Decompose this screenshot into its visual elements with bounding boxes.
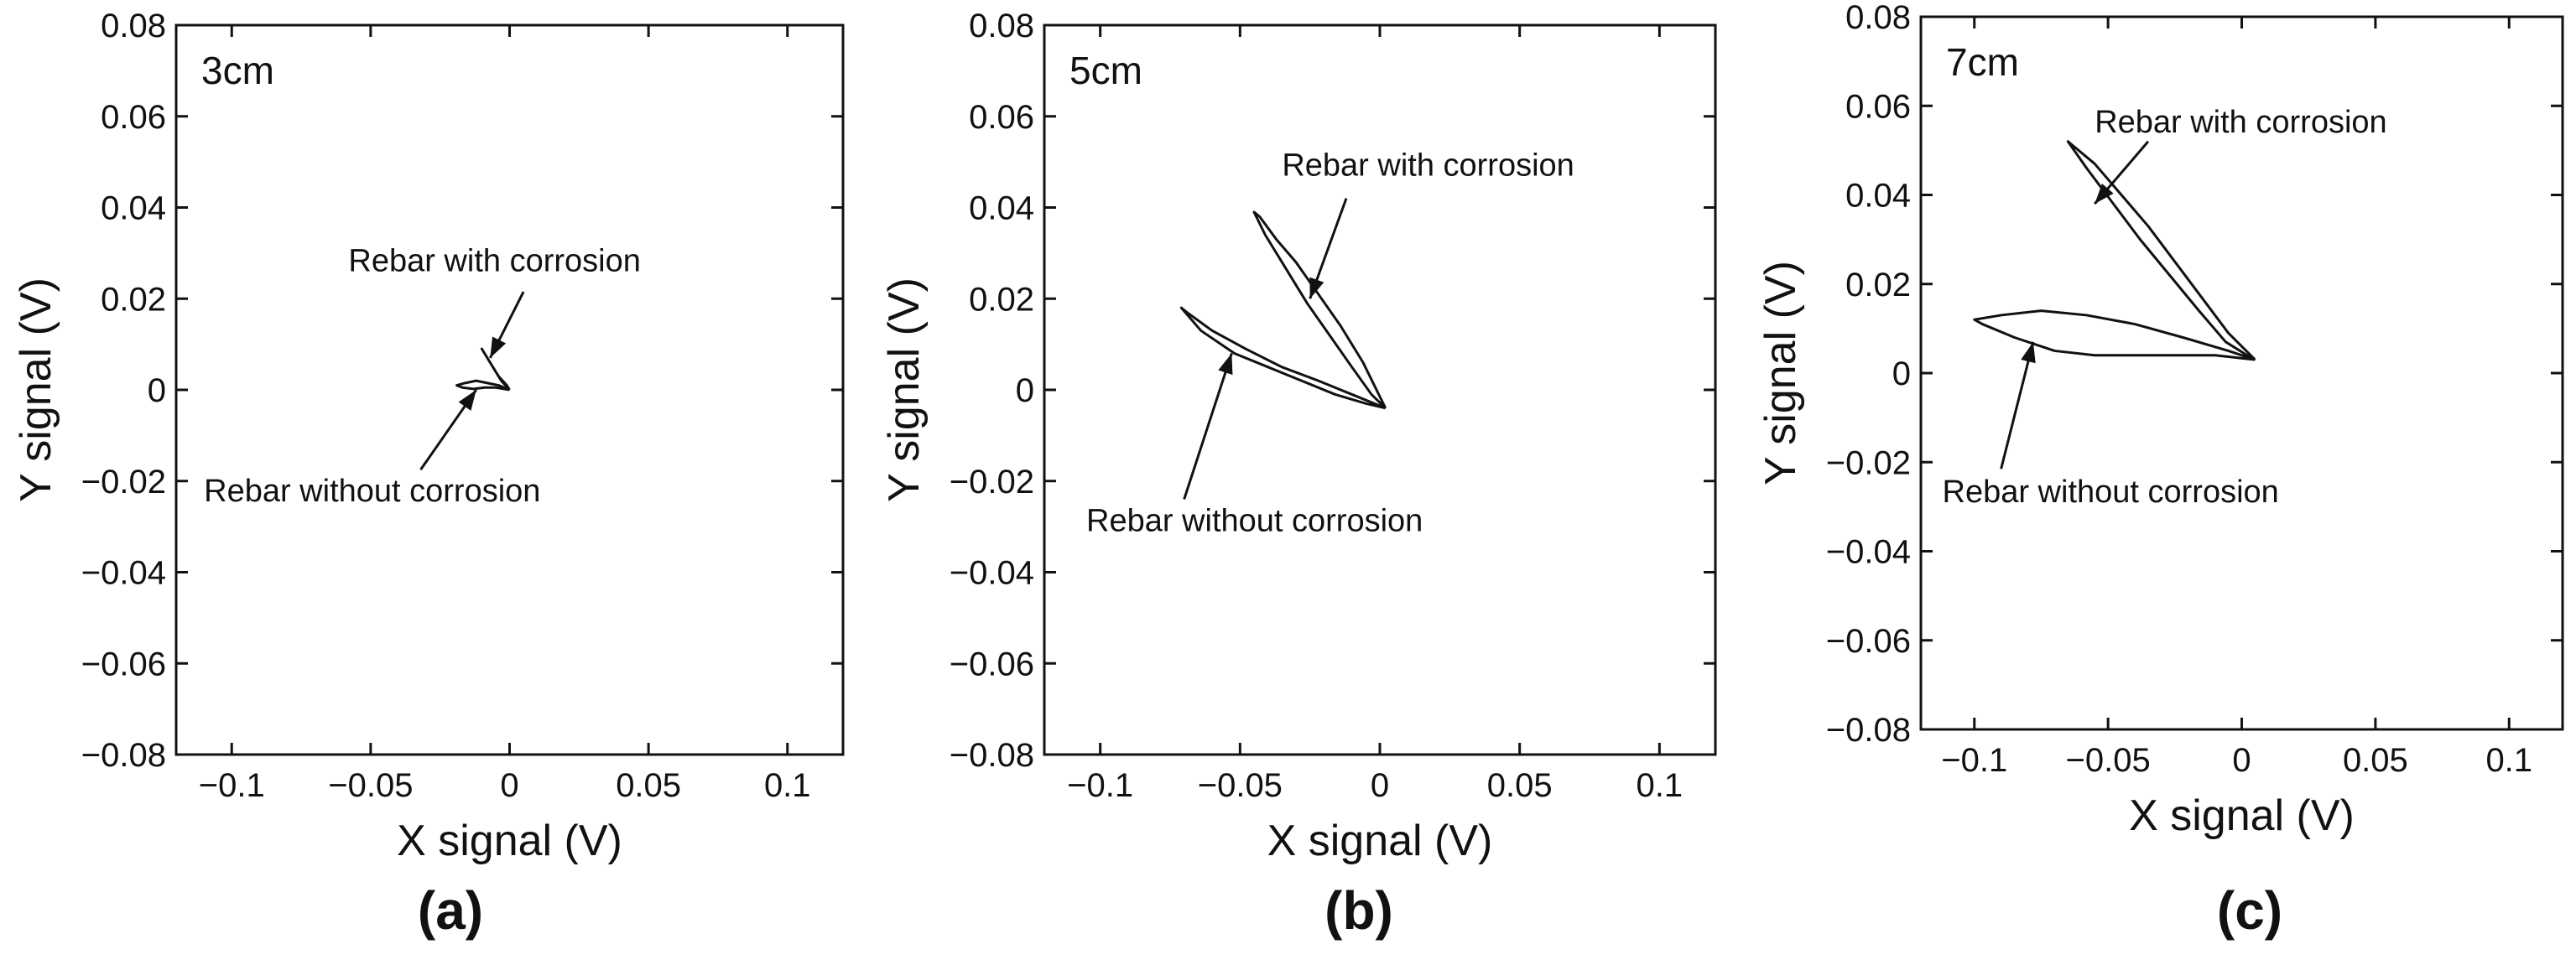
x-tick-label: 0.1 bbox=[764, 767, 811, 804]
annotation-with-corrosion: Rebar with corrosion bbox=[2095, 105, 2386, 140]
x-axis-title: X signal (V) bbox=[1267, 817, 1493, 865]
y-tick-label: −0.06 bbox=[1826, 623, 1911, 660]
y-tick-label: −0.06 bbox=[81, 646, 166, 682]
annotation-with-corrosion: Rebar with corrosion bbox=[348, 244, 640, 279]
annotation-arrow-head bbox=[458, 390, 476, 411]
series-line-with-corrosion bbox=[480, 347, 511, 392]
x-tick-label: −0.1 bbox=[1941, 742, 2007, 779]
plot-frame bbox=[1043, 23, 1717, 756]
depth-label: 3cm bbox=[201, 49, 274, 92]
y-axis-title: Y signal (V) bbox=[12, 278, 60, 502]
y-tick-label: 0.04 bbox=[101, 190, 166, 227]
y-tick-label: −0.08 bbox=[950, 737, 1034, 774]
y-tick-label: −0.04 bbox=[950, 555, 1034, 592]
x-tick-label: −0.05 bbox=[1198, 767, 1283, 804]
y-tick-label: 0 bbox=[148, 372, 166, 409]
y-tick-label: 0.04 bbox=[969, 190, 1034, 227]
x-tick-label: 0.05 bbox=[1487, 767, 1553, 804]
x-tick-label: −0.05 bbox=[328, 767, 413, 804]
annotation-with-corrosion: Rebar with corrosion bbox=[1282, 148, 1574, 183]
y-tick-label: 0.06 bbox=[1845, 88, 1911, 125]
y-tick-label: −0.04 bbox=[1826, 534, 1911, 571]
y-tick-label: 0 bbox=[1892, 355, 1911, 392]
annotation-arrow-head bbox=[1218, 353, 1233, 376]
annotation-arrow-head bbox=[1309, 277, 1324, 299]
y-tick-label: 0.08 bbox=[101, 8, 166, 44]
y-tick-label: −0.02 bbox=[950, 464, 1034, 501]
series-line-without-corrosion bbox=[455, 379, 511, 392]
panel-b: −0.1 −0.05 0 0.05 0.1 0.08 0.06 0.04 0.02 0 −0.02 −… bbox=[880, 8, 1717, 941]
series-line-without-corrosion bbox=[1973, 309, 2256, 361]
annotation-without-corrosion: Rebar without corrosion bbox=[1086, 504, 1423, 539]
series-line-with-corrosion bbox=[2066, 140, 2256, 361]
y-tick-label: 0.06 bbox=[969, 99, 1034, 136]
annotation-arrow-line bbox=[1183, 353, 1233, 500]
series-line-without-corrosion bbox=[1179, 306, 1387, 410]
annotation-arrow-line bbox=[2000, 341, 2035, 470]
x-tick-label: 0.1 bbox=[1637, 767, 1684, 804]
series-line-with-corrosion bbox=[1252, 210, 1387, 409]
y-tick-label: −0.08 bbox=[81, 737, 166, 774]
x-tick-label: 0 bbox=[2232, 742, 2251, 779]
x-tick-label: 0 bbox=[1371, 767, 1389, 804]
y-tick-label: 0.08 bbox=[969, 8, 1034, 44]
y-tick-label: −0.02 bbox=[1826, 444, 1911, 481]
y-axis-title: Y signal (V) bbox=[880, 278, 929, 502]
y-tick-label: 0.02 bbox=[1845, 267, 1911, 304]
panel-c: −0.1 −0.05 0 0.05 0.1 0.08 0.06 0.04 0.02 0 −0.02 −… bbox=[1756, 0, 2564, 941]
panel-caption: (c) bbox=[2217, 880, 2282, 941]
x-tick-label: 0.05 bbox=[616, 767, 681, 804]
y-tick-label: −0.02 bbox=[81, 464, 166, 501]
panel-a: −0.1 −0.05 0 0.05 0.1 0.08 0.06 0.04 0.02 0 −0.02 −… bbox=[12, 8, 845, 941]
depth-label: 5cm bbox=[1069, 49, 1142, 92]
x-tick-label: 0.1 bbox=[2485, 742, 2532, 779]
depth-label: 7cm bbox=[1946, 40, 2019, 84]
y-tick-label: 0.02 bbox=[969, 281, 1034, 318]
y-tick-label: −0.06 bbox=[950, 646, 1034, 682]
y-tick-label: 0.04 bbox=[1845, 178, 1911, 215]
x-tick-label: −0.1 bbox=[199, 767, 265, 804]
annotation-arrow-head bbox=[490, 336, 507, 358]
x-tick-label: −0.05 bbox=[2066, 742, 2151, 779]
y-axis-title: Y signal (V) bbox=[1756, 261, 1805, 485]
y-tick-label: 0 bbox=[1016, 372, 1034, 409]
x-tick-label: 0 bbox=[500, 767, 518, 804]
panel-caption: (a) bbox=[418, 880, 483, 941]
x-tick-label: 0.05 bbox=[2343, 742, 2408, 779]
y-tick-label: −0.04 bbox=[81, 555, 166, 592]
x-axis-title: X signal (V) bbox=[2129, 791, 2355, 840]
annotation-without-corrosion: Rebar without corrosion bbox=[1943, 475, 2279, 510]
y-tick-label: 0.06 bbox=[101, 99, 166, 136]
annotation-without-corrosion: Rebar without corrosion bbox=[204, 474, 540, 509]
annotation-arrow-head bbox=[2021, 341, 2036, 364]
annotation-arrow-head bbox=[2095, 184, 2114, 205]
y-tick-label: 0.02 bbox=[101, 281, 166, 318]
x-tick-label: −0.1 bbox=[1067, 767, 1133, 804]
y-tick-label: 0.08 bbox=[1845, 0, 1911, 36]
x-axis-title: X signal (V) bbox=[397, 817, 622, 865]
panel-caption: (b) bbox=[1324, 880, 1393, 941]
y-tick-label: −0.08 bbox=[1826, 712, 1911, 749]
